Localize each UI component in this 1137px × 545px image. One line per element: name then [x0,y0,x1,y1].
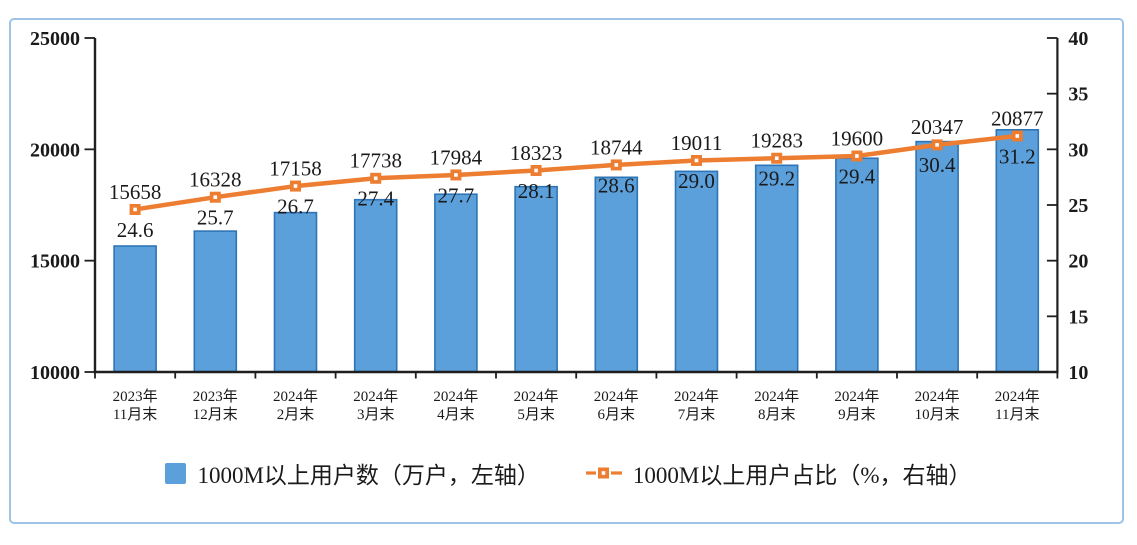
bar-value-label: 17984 [430,145,483,169]
bar-value-label: 15658 [109,180,162,204]
bar-series-legend-label: 1000M以上用户数（万户，左轴） [197,463,540,488]
line-series [134,133,1018,212]
line-value-label: 29.2 [758,167,795,191]
line-marker-dot [774,156,779,161]
line-marker-dot [614,163,619,167]
right-axis-tick-label: 25 [1068,195,1088,217]
x-axis-category-label: 4月末 [437,406,475,423]
line-value-label: 31.2 [999,144,1036,168]
x-axis-category-label: 2024年 [514,388,559,405]
bar [353,198,398,373]
bar-value-label: 19283 [750,129,803,153]
bar [273,211,318,373]
right-axis-tick-label: 40 [1068,28,1088,50]
x-axis-category-label: 2024年 [594,388,639,405]
line-value-label: 30.4 [919,153,956,177]
x-axis-category-label: 3月末 [357,406,395,423]
line-marker-dot [293,184,298,188]
line-value-label: 27.7 [438,183,475,207]
bar-value-label: 17738 [349,149,402,173]
right-axis-tick-label: 20 [1068,251,1088,273]
x-axis-category-label: 2024年 [433,388,478,405]
bar [754,164,799,373]
bar-value-label: 18323 [510,141,563,165]
bar [915,140,959,373]
x-axis-category-label: 8月末 [758,406,796,423]
line-marker-dot [935,143,939,147]
bar-value-label: 18744 [590,135,643,159]
line-series-legend-label: 1000M以上用户占比（%，右轴） [632,463,972,488]
x-axis-category-label: 2024年 [674,388,719,405]
left-axis-tick-label: 15000 [30,251,80,273]
x-axis-category-label: 11月末 [113,406,157,423]
line-value-label: 27.4 [357,187,394,211]
line-value-label: 25.7 [197,206,234,230]
line-marker-dot [454,173,458,177]
legend-item-bar-series: 1000M以上用户数（万户，左轴） [165,456,540,490]
line-marker-dot [213,195,218,200]
line-value-label: 29.4 [839,164,876,188]
legend-item-line-series: 1000M以上用户占比（%，右轴） [585,456,972,490]
bar-value-label: 19600 [831,126,884,150]
x-axis-category-label: 7月末 [678,406,716,423]
x-axis-category-label: 2月末 [277,406,315,423]
line-marker-dot [694,158,699,163]
line-marker-dot [133,207,137,212]
bar [113,245,157,373]
x-axis-category-label: 2023年 [193,388,238,405]
bar [674,170,719,373]
bar-value-label: 17158 [269,156,322,180]
x-axis-category-label: 9月末 [838,406,876,423]
line-value-label: 28.1 [518,179,555,203]
x-axis-category-label: 2024年 [915,388,960,405]
line-series-marker-icon [585,467,622,479]
line-marker-dot [534,168,538,173]
x-axis-category-label: 12月末 [193,406,238,423]
x-axis-category-label: 2024年 [754,388,799,405]
bar-series-swatch-icon [165,462,187,484]
bar [835,157,879,373]
line-value-label: 29.0 [678,169,715,193]
x-axis-category-label: 2023年 [113,388,158,405]
bar-value-label: 19011 [671,131,723,155]
x-axis-category-label: 6月末 [598,406,636,423]
right-axis-tick-label: 30 [1068,139,1088,161]
bar-value-label: 16328 [189,168,242,192]
left-axis-tick-label: 20000 [30,139,80,161]
bar [514,185,558,373]
bar [594,176,639,373]
right-axis-tick-label: 10 [1068,362,1088,384]
left-axis-tick-label: 10000 [30,362,80,384]
right-axis-tick-label: 15 [1068,306,1088,328]
line-value-label: 24.6 [117,218,154,242]
x-axis-category-label: 5月末 [517,406,555,423]
legend-marker-dot [601,471,606,475]
bar-value-label: 20347 [911,115,964,139]
left-axis-tick-label: 25000 [30,28,80,50]
line-value-label: 28.6 [598,173,635,197]
x-axis-category-label: 2024年 [834,388,879,405]
right-axis-tick-label: 35 [1068,84,1088,106]
bar [434,193,478,373]
x-axis-category-label: 11月末 [995,406,1039,423]
line-marker-dot [1015,134,1020,138]
chart-legend: 1000M以上用户数（万户，左轴） 1000M以上用户占比（%，右轴） [0,456,1137,490]
x-axis-category-label: 2024年 [995,388,1040,405]
x-axis-category-label: 2024年 [273,388,318,405]
line-marker-dot [373,176,378,181]
line-marker-dot [855,154,859,158]
line-value-label: 26.7 [277,194,314,218]
bar-value-label: 20877 [991,106,1044,130]
bar [193,230,238,373]
x-axis-category-label: 10月末 [915,406,960,423]
x-axis-category-label: 2024年 [353,388,398,405]
